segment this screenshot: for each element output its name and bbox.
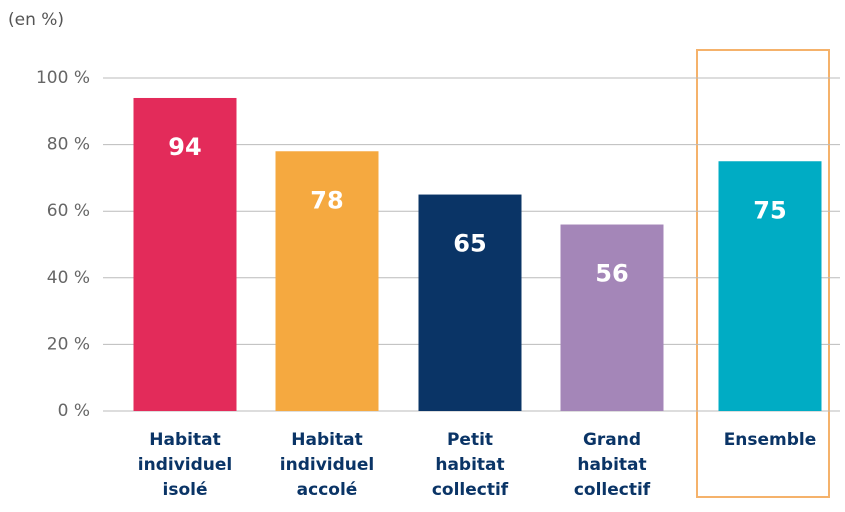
y-tick-label: 100 % xyxy=(36,68,90,88)
bar xyxy=(418,194,522,411)
y-tick-label: 20 % xyxy=(47,334,90,354)
bar xyxy=(275,151,379,411)
data-label: 56 xyxy=(595,260,628,288)
highlight-box xyxy=(696,49,830,498)
y-tick-label: 80 % xyxy=(47,135,90,155)
data-label: 75 xyxy=(753,196,786,224)
bar xyxy=(718,161,822,411)
data-label: 78 xyxy=(310,186,343,214)
y-tick-label: 0 % xyxy=(58,401,90,421)
bar xyxy=(133,97,237,411)
x-tick-label: Habitat individuel isolé xyxy=(137,430,233,500)
bar xyxy=(560,224,664,411)
y-tick-label: 40 % xyxy=(47,268,90,288)
unit-label: (en %) xyxy=(8,10,64,30)
x-tick-label: Habitat individuel accolé xyxy=(279,430,375,500)
x-tick-label: Petit habitat collectif xyxy=(431,430,509,500)
data-label: 65 xyxy=(453,230,486,258)
data-label: 94 xyxy=(168,133,201,161)
y-tick-label: 60 % xyxy=(47,201,90,221)
x-tick-label: Ensemble xyxy=(723,430,817,450)
x-tick-label: Grand habitat collectif xyxy=(573,430,651,500)
